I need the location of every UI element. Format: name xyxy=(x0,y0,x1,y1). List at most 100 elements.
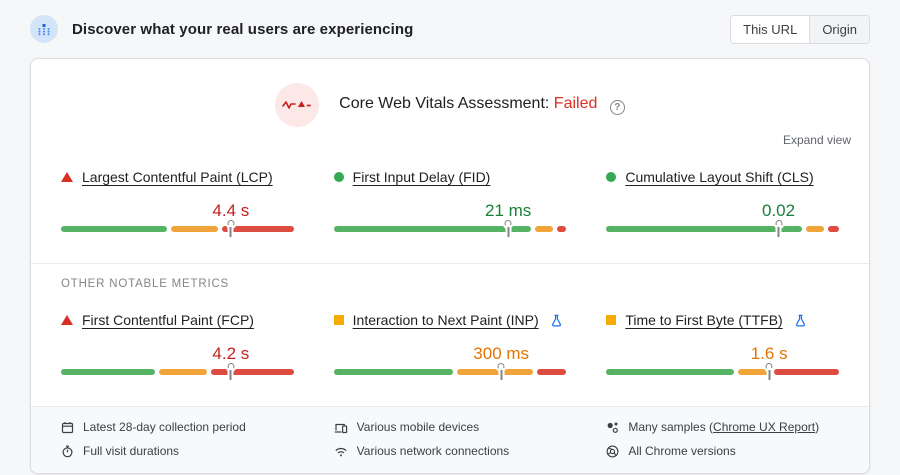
distribution-bar xyxy=(333,226,567,232)
metric-cell: Time to First Byte (TTFB) 1.6 s xyxy=(606,304,839,382)
bar-segment-poor xyxy=(221,226,294,232)
p75-marker xyxy=(765,363,773,380)
bar-segment-good xyxy=(61,226,167,232)
chrome-versions-item: All Chrome versions xyxy=(606,444,839,458)
bar-segment-good xyxy=(606,369,735,375)
assessment-title: Core Web Vitals Assessment: Failed ? xyxy=(339,95,625,115)
metric-value: 4.4 s xyxy=(212,201,250,220)
collection-period-item: Latest 28-day collection period xyxy=(61,420,294,434)
chrome-icon xyxy=(606,445,619,457)
metric-label[interactable]: Interaction to Next Paint (INP) xyxy=(352,312,539,328)
distribution-bar xyxy=(333,369,567,375)
metric-cell: First Input Delay (FID) 21 ms xyxy=(333,161,567,239)
footer-item-label: Latest 28-day collection period xyxy=(83,420,246,434)
distribution-bar xyxy=(606,226,839,232)
samples-icon xyxy=(607,422,619,433)
scope-toggle: This URL Origin xyxy=(730,14,870,44)
p75-marker-stem xyxy=(500,370,503,380)
expand-view-link[interactable]: Expand view xyxy=(782,133,851,147)
p75-marker-dot xyxy=(227,220,235,227)
core-metrics-grid: Largest Contentful Paint (LCP) 4.4 s xyxy=(31,161,869,239)
other-metrics-heading: OTHER NOTABLE METRICS xyxy=(61,278,230,290)
visit-durations-item: Full visit durations xyxy=(61,444,294,458)
metric-label[interactable]: Time to First Byte (TTFB) xyxy=(625,312,783,328)
network-icon xyxy=(335,447,347,456)
metric-header: Largest Contentful Paint (LCP) xyxy=(61,169,294,185)
p75-marker-dot xyxy=(765,363,773,370)
footer-item-label: Many samples (Chrome UX Report) xyxy=(628,420,819,434)
this-url-button[interactable]: This URL xyxy=(731,15,811,43)
bar-segment-good xyxy=(606,226,802,232)
many-samples-item: Many samples (Chrome UX Report) xyxy=(606,420,839,434)
assessment-header: Core Web Vitals Assessment: Failed ? xyxy=(31,59,869,127)
footer-item-label: Various mobile devices xyxy=(356,420,480,434)
metric-label[interactable]: Largest Contentful Paint (LCP) xyxy=(82,169,273,185)
metric-value: 21 ms xyxy=(485,201,532,220)
devices-icon xyxy=(334,423,347,433)
distribution-bar xyxy=(606,369,839,375)
bar-segment-poor xyxy=(537,369,567,375)
metric-body: 4.2 s xyxy=(61,328,294,382)
p75-marker xyxy=(227,220,235,237)
p75-marker-stem xyxy=(229,227,232,237)
average-square-icon xyxy=(333,315,344,325)
poor-triangle-icon xyxy=(61,315,73,325)
average-square-icon xyxy=(606,315,617,325)
footer-column: Various mobile devices Various network c… xyxy=(334,420,567,458)
metric-cell: First Contentful Paint (FCP) 4.2 s xyxy=(61,304,294,382)
distribution-bar xyxy=(61,369,294,375)
metric-label[interactable]: First Contentful Paint (FCP) xyxy=(82,312,254,328)
p75-marker-dot xyxy=(775,220,782,227)
mobile-devices-item: Various mobile devices xyxy=(334,420,567,434)
bar-segment-good xyxy=(61,369,156,375)
p75-marker xyxy=(227,363,235,380)
samples-text-prefix: Many samples ( xyxy=(628,420,714,434)
metric-value: 300 ms xyxy=(473,344,530,363)
metric-label[interactable]: Cumulative Layout Shift (CLS) xyxy=(625,169,814,185)
metric-body: 1.6 s xyxy=(606,328,839,382)
bar-segment-needs-improvement xyxy=(805,226,824,232)
other-metrics-grid: First Contentful Paint (FCP) 4.2 s xyxy=(31,304,869,382)
field-data-icon xyxy=(30,15,58,43)
p75-marker-stem xyxy=(229,370,232,380)
footer-column: Many samples (Chrome UX Report) All Chro… xyxy=(606,420,839,458)
assessment-title-text: Core Web Vitals Assessment: xyxy=(339,95,550,112)
bar-segment-needs-improvement xyxy=(159,369,207,375)
bar-segment-needs-improvement xyxy=(456,369,534,375)
bar-segment-needs-improvement xyxy=(738,369,770,375)
p75-marker-dot xyxy=(227,363,235,370)
p75-marker xyxy=(504,220,512,237)
p75-marker-dot xyxy=(497,363,505,370)
metric-header: First Input Delay (FID) xyxy=(333,169,567,185)
metric-body: 0.02 xyxy=(606,185,839,239)
bar-segment-poor xyxy=(210,369,294,375)
metric-cell: Largest Contentful Paint (LCP) 4.4 s xyxy=(61,161,294,239)
chrome-ux-report-link[interactable]: Chrome UX Report xyxy=(713,420,816,434)
p75-marker-dot xyxy=(504,220,512,227)
metric-body: 4.4 s xyxy=(61,185,294,239)
metric-label[interactable]: First Input Delay (FID) xyxy=(352,169,491,185)
data-collection-footer: Latest 28-day collection period Full vis… xyxy=(31,406,869,473)
assessment-pulse-icon xyxy=(275,83,320,127)
origin-button[interactable]: Origin xyxy=(810,15,869,43)
footer-item-label: Various network connections xyxy=(356,444,510,458)
metric-value: 4.2 s xyxy=(212,344,250,363)
p75-marker xyxy=(497,363,505,380)
poor-triangle-icon xyxy=(61,172,73,182)
calendar-icon xyxy=(61,421,74,433)
metric-body: 21 ms xyxy=(333,185,567,239)
metric-header: Interaction to Next Paint (INP) xyxy=(333,312,567,328)
network-connections-item: Various network connections xyxy=(334,444,567,458)
bar-segment-needs-improvement xyxy=(535,226,554,232)
p75-marker xyxy=(775,220,782,237)
bar-segment-poor xyxy=(773,369,839,375)
p75-marker-stem xyxy=(777,227,780,237)
samples-text-suffix: ) xyxy=(815,420,820,434)
section-divider xyxy=(31,263,869,264)
page-title: Discover what your real users are experi… xyxy=(72,20,414,38)
footer-item-label: Full visit durations xyxy=(83,444,180,458)
assessment-verdict: Failed xyxy=(553,95,598,112)
core-web-vitals-card: Core Web Vitals Assessment: Failed ? Exp… xyxy=(30,58,870,474)
metric-header: Cumulative Layout Shift (CLS) xyxy=(606,169,839,185)
help-icon[interactable]: ? xyxy=(609,100,625,115)
